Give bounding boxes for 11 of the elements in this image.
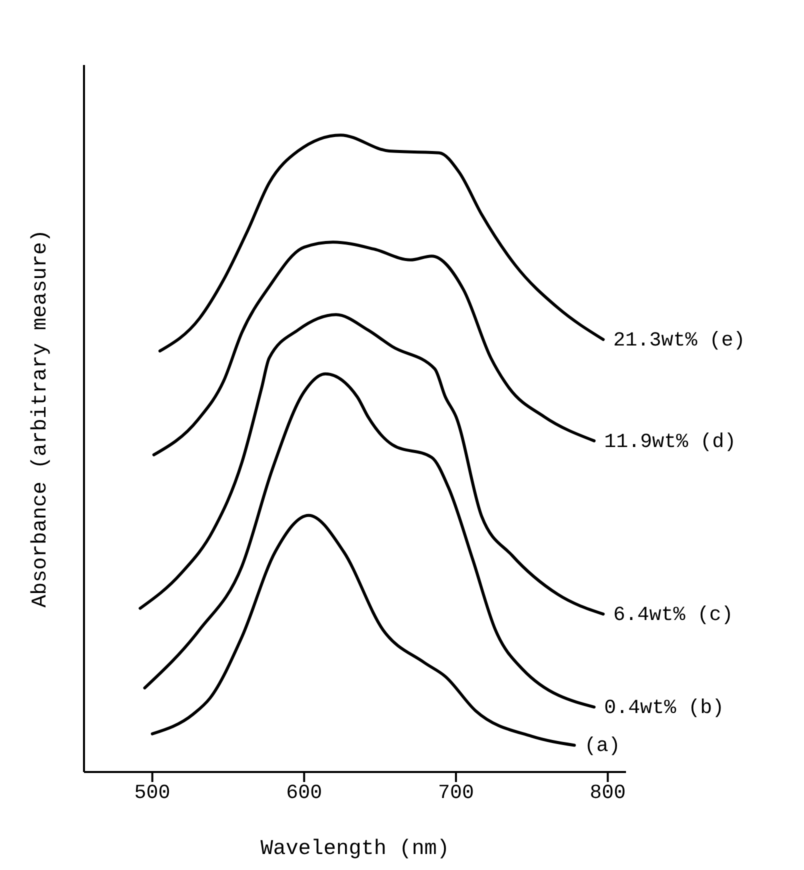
x-tick-label: 800 xyxy=(590,782,626,806)
series-label: (a) xyxy=(584,735,620,758)
y-axis-title: Absorbance (arbitrary measure) xyxy=(29,229,52,608)
x-axis-title: Wavelength (nm) xyxy=(260,838,450,861)
series-label: 6.4wt% (c) xyxy=(613,604,734,628)
x-tick-label: 500 xyxy=(134,782,170,806)
series-label: 0.4wt% (b) xyxy=(604,697,724,720)
series-label: 11.9wt% (d) xyxy=(604,430,736,454)
x-tick-label: 600 xyxy=(286,782,322,806)
series-label: 21.3wt% (e) xyxy=(613,330,746,353)
x-tick-label: 700 xyxy=(438,782,474,806)
